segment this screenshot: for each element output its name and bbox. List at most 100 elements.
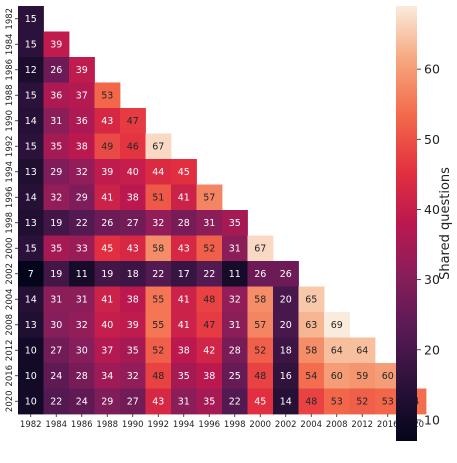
heatmap-cell-1996-1988: [94, 184, 121, 211]
heatmap-cell-2020-1982: [18, 388, 44, 415]
heatmap-cell-label: 37: [76, 91, 88, 102]
heatmap-cell-label: 30: [50, 320, 62, 331]
heatmap-cell-label: 46: [127, 142, 139, 153]
heatmap-cell-label: 38: [203, 371, 215, 382]
heatmap-cell-label: 22: [152, 269, 164, 280]
heatmap-cell-2000-1992: [145, 235, 172, 262]
heatmap-cell-1994-1982: [18, 159, 44, 185]
heatmap-cell-1988-1986: [69, 82, 95, 109]
heatmap-cell-label: 29: [76, 193, 88, 204]
heatmap-cells: 15 15 39 12 26 39 15 36 37 53 14 31 36 43 47 15 35 38 49 46…: [18, 6, 427, 415]
heatmap-cell-label: 14: [280, 397, 292, 408]
x-tick-label: 1984: [45, 420, 67, 430]
heatmap-cell-1992-1992: [145, 133, 172, 160]
heatmap-cell-label: 25: [229, 371, 241, 382]
y-tick-label: 2008: [5, 314, 15, 336]
heatmap-cell-label: 40: [101, 320, 113, 331]
heatmap-cell-1994-1988: [94, 159, 121, 185]
colorbar-tick-label: 30: [424, 272, 440, 287]
heatmap-cell-label: 53: [382, 397, 394, 408]
heatmap-cell-1990-1986: [69, 108, 95, 134]
heatmap-cell-label: 16: [280, 371, 292, 382]
heatmap-cell-1998-1992: [145, 210, 172, 236]
x-tick-label: 1982: [20, 420, 42, 430]
heatmap-cell-2020-2000: [247, 388, 274, 415]
heatmap-cell-2012-1986: [69, 337, 95, 364]
heatmap-cell-label: 27: [127, 218, 139, 229]
heatmap-cell-label: 13: [25, 218, 37, 229]
heatmap-cell-label: 10: [25, 346, 37, 357]
heatmap-cell-label: 32: [76, 167, 88, 178]
heatmap-cell-2016-1990: [120, 363, 146, 389]
heatmap-cell-label: 52: [254, 346, 266, 357]
heatmap-cell-2008-2002: [273, 312, 299, 338]
heatmap-cell-label: 29: [50, 167, 62, 178]
heatmap-cell-label: 39: [127, 320, 139, 331]
heatmap-cell-1986-1984: [43, 57, 70, 83]
heatmap-cell-label: 47: [203, 320, 215, 331]
heatmap-cell-2012-2004: [298, 337, 325, 364]
heatmap-cell-2012-1990: [120, 337, 146, 364]
x-tick-label: 2000: [249, 420, 271, 430]
x-tick-label: 1988: [96, 420, 118, 430]
heatmap-cell-label: 47: [127, 116, 139, 127]
heatmap-cell-1990-1990: [120, 108, 146, 134]
colorbar: 10 20 30 40 50 60 Shared questions: [396, 6, 453, 441]
heatmap-cell-2000-1988: [94, 235, 121, 262]
heatmap-cell-label: 14: [25, 295, 37, 306]
colorbar-label: Shared questions: [438, 167, 453, 280]
heatmap-cell-1992-1982: [18, 133, 44, 160]
heatmap-cell-label: 65: [305, 295, 317, 306]
heatmap-cell-label: 39: [76, 65, 88, 76]
heatmap-cell-2012-1988: [94, 337, 121, 364]
heatmap-cell-2002-1994: [171, 261, 197, 287]
heatmap-cell-2020-2008: [324, 388, 350, 415]
heatmap-cell-2016-2012: [349, 363, 376, 389]
heatmap-cell-1990-1982: [18, 108, 44, 134]
heatmap-cell-2012-1982: [18, 337, 44, 364]
heatmap-cell-label: 41: [101, 193, 113, 204]
colorbar-tick-label: 60: [424, 62, 440, 77]
heatmap-cell-label: 35: [203, 397, 215, 408]
colorbar-ticks: 10 20 30 40 50 60: [417, 62, 440, 427]
heatmap-cell-label: 11: [76, 269, 88, 280]
heatmap-cell-label: 48: [152, 371, 164, 382]
heatmap-cell-1994-1986: [69, 159, 95, 185]
heatmap-cell-1996-1984: [43, 184, 70, 211]
heatmap-cell-label: 38: [178, 346, 190, 357]
heatmap-cell-label: 28: [178, 218, 190, 229]
heatmap-cell-label: 29: [101, 397, 113, 408]
colorbar-tick-label: 20: [424, 342, 440, 357]
heatmap-cell-label: 14: [25, 116, 37, 127]
heatmap-cell-label: 26: [50, 65, 62, 76]
heatmap-cell-2016-2002: [273, 363, 299, 389]
heatmap-cell-2002-1986: [69, 261, 95, 287]
colorbar-gradient: [396, 6, 417, 441]
heatmap-cell-2020-1994: [171, 388, 197, 415]
heatmap-cell-label: 39: [101, 167, 113, 178]
heatmap-cell-2000-1984: [43, 235, 70, 262]
heatmap-cell-label: 31: [229, 244, 241, 255]
heatmap-cell-1998-1990: [120, 210, 146, 236]
heatmap-cell-2008-2000: [247, 312, 274, 338]
heatmap-cell-1986-1986: [69, 57, 95, 83]
y-tick-label: 1998: [5, 212, 15, 234]
heatmap-cell-label: 15: [25, 40, 37, 51]
heatmap-cell-label: 49: [101, 142, 113, 153]
colorbar-tick-label: 50: [424, 132, 440, 147]
heatmap-cell-label: 45: [254, 397, 266, 408]
heatmap-cell-label: 48: [203, 295, 215, 306]
heatmap-cell-label: 59: [356, 371, 368, 382]
heatmap-cell-2016-1992: [145, 363, 172, 389]
heatmap-cell-2020-1998: [222, 388, 248, 415]
heatmap-cell-label: 27: [50, 346, 62, 357]
heatmap-cell-2020-2004: [298, 388, 325, 415]
x-tick-label: 2002: [275, 420, 297, 430]
heatmap-cell-2000-1996: [196, 235, 223, 262]
heatmap-cell-label: 52: [356, 397, 368, 408]
heatmap-cell-2004-1992: [145, 286, 172, 313]
heatmap-cell-label: 53: [101, 91, 113, 102]
heatmap-cell-2000-1998: [222, 235, 248, 262]
heatmap-cell-label: 13: [25, 167, 37, 178]
x-tick-label: 1996: [198, 420, 220, 430]
